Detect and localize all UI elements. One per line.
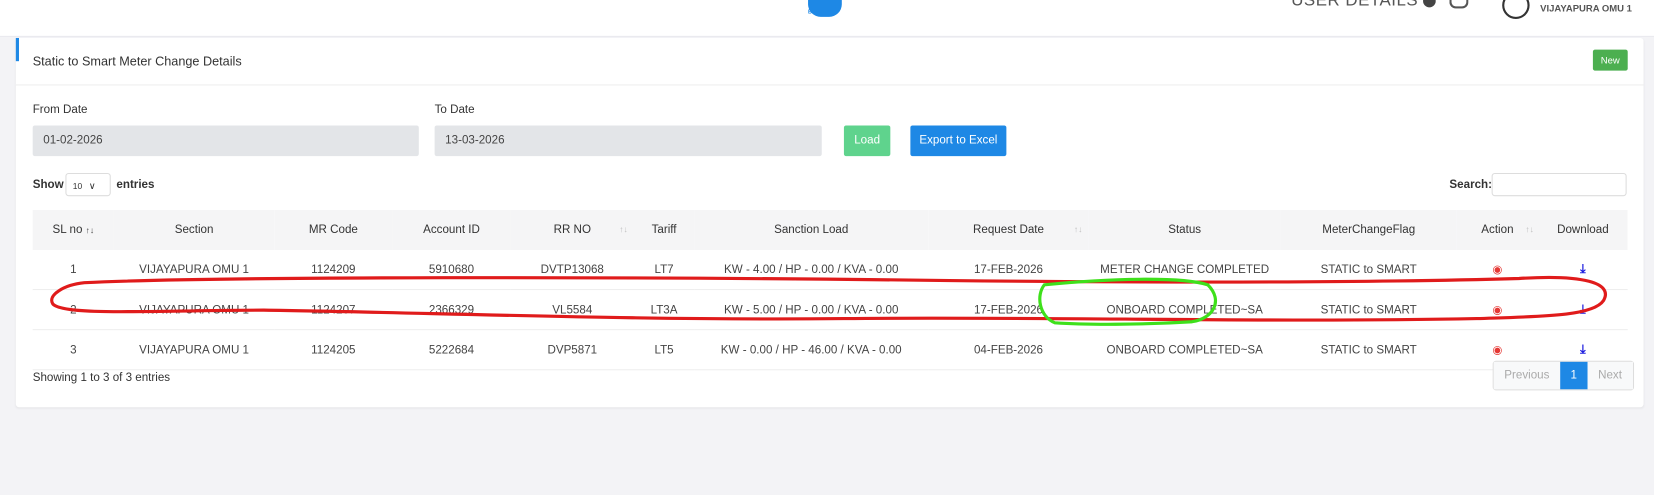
cell-tariff: LT5 [633,329,695,371]
cell-action: ◉ [1456,250,1539,291]
show-label: Show [32,178,64,191]
header-label: Action [1481,223,1514,237]
cell-account-id: 5222684 [392,329,511,371]
col-meter-change-flag[interactable]: MeterChangeFlag [1280,209,1457,251]
entries-label: entries [116,178,155,191]
cell-mr-code: 1124209 [274,250,393,291]
data-table: SL no ↑↓ Section MR Code Account ID RR N… [32,209,1628,371]
cell-section: VIJAYAPURA OMU 1 [113,250,275,291]
cell-tariff: LT7 [633,250,695,291]
sort-icon[interactable]: ↑↓ [1525,224,1534,235]
new-button[interactable]: New [1592,49,1628,71]
avatar[interactable] [1502,0,1530,19]
user-name: VIJAYAPURA OMU 1 [1540,3,1632,14]
eye-icon[interactable]: ◉ [1492,263,1503,277]
cell-account-id: 5910680 [392,250,511,291]
col-request-date[interactable]: Request Date ↑↓ [928,209,1089,251]
col-download[interactable]: Download [1538,209,1628,251]
cell-sanction-load: KW - 0.00 / HP - 46.00 / KVA - 0.00 [694,329,929,371]
cell-sl-no: 3 [32,329,114,371]
cell-status: ONBOARD COMPLETED~SA [1088,329,1281,371]
entries-select[interactable]: 10 ∨ [65,173,111,197]
download-icon[interactable]: ⤓ [1580,301,1586,317]
top-bar: BESCOM USER DETAILS VIJAYAPURA OMU 1 [0,0,1654,37]
bell-icon[interactable] [1449,0,1469,9]
header-label: RR NO [553,223,591,237]
chevron-down-icon: ∨ [88,180,96,191]
eye-icon[interactable]: ◉ [1492,343,1503,357]
table-info: Showing 1 to 3 of 3 entries [32,371,171,384]
load-button[interactable]: Load [843,125,891,157]
col-sanction-load[interactable]: Sanction Load [694,209,929,251]
header-label: SL no [52,223,83,237]
cell-meter-change-flag: STATIC to SMART [1280,329,1457,371]
cell-request-date: 04-FEB-2026 [928,329,1089,371]
cell-tariff: LT3A [633,289,695,331]
previous-button[interactable]: Previous [1493,361,1560,390]
cell-section: VIJAYAPURA OMU 1 [113,329,275,371]
cell-sl-no: 2 [32,289,114,331]
cell-meter-change-flag: STATIC to SMART [1280,289,1457,331]
cell-status: METER CHANGE COMPLETED [1088,250,1281,291]
col-section[interactable]: Section [113,209,275,251]
card-accent [15,37,19,62]
cell-meter-change-flag: STATIC to SMART [1280,250,1457,291]
page-1-button[interactable]: 1 [1559,361,1588,390]
search-label: Search: [1449,178,1493,191]
sort-icon[interactable]: ↑↓ [619,224,628,235]
meter-change-card: Static to Smart Meter Change Details New… [15,37,1644,408]
search-input[interactable] [1491,173,1627,197]
to-date-label: To Date [434,103,475,117]
cell-rr-no: DVP5871 [510,329,634,371]
bescom-logo [808,0,842,17]
col-rr-no[interactable]: RR NO ↑↓ [510,209,634,251]
col-sl-no[interactable]: SL no ↑↓ [32,209,114,251]
user-details-label: USER DETAILS [1291,0,1419,10]
cell-request-date: 17-FEB-2026 [928,289,1089,331]
table-row: 3 VIJAYAPURA OMU 1 1124205 5222684 DVP5871 LT… [32,329,1628,371]
cell-request-date: 17-FEB-2026 [928,250,1089,291]
cell-section: VIJAYAPURA OMU 1 [113,289,275,331]
col-action[interactable]: Action ↑↓ [1456,209,1539,251]
table-row: 2 VIJAYAPURA OMU 1 1124207 2366329 VL5584 LT3… [32,289,1628,331]
col-mr-code[interactable]: MR Code [274,209,393,251]
cell-sanction-load: KW - 5.00 / HP - 0.00 / KVA - 0.00 [694,289,929,331]
logo-text: BESCOM [808,9,832,16]
cell-download: ⤓ [1538,250,1628,291]
cell-mr-code: 1124207 [274,289,393,331]
col-tariff[interactable]: Tariff [633,209,695,251]
cell-rr-no: VL5584 [510,289,634,331]
export-excel-button[interactable]: Export to Excel [910,125,1007,157]
cell-account-id: 2366329 [392,289,511,331]
table-row: 1 VIJAYAPURA OMU 1 1124209 5910680 DVTP13068… [32,250,1628,291]
entries-value: 10 [72,181,83,191]
cell-action: ◉ [1456,289,1539,331]
header-label: Request Date [972,223,1044,237]
pagination: Previous 1 Next [1492,360,1634,391]
to-date-input[interactable]: 13-03-2026 [434,125,822,157]
divider [15,84,1644,86]
next-button[interactable]: Next [1587,361,1633,390]
from-date-input[interactable]: 01-02-2026 [32,125,419,157]
page-title: Static to Smart Meter Change Details [32,53,242,69]
sort-asc-icon[interactable]: ↑↓ [85,225,95,236]
cell-sanction-load: KW - 4.00 / HP - 0.00 / KVA - 0.00 [694,250,929,291]
show-entries-control: Show entries [33,178,155,191]
from-date-label: From Date [32,103,88,117]
col-account-id[interactable]: Account ID [392,209,511,251]
cell-rr-no: DVTP13068 [510,250,634,291]
cell-mr-code: 1124205 [274,329,393,371]
col-status[interactable]: Status [1088,209,1281,251]
cell-sl-no: 1 [32,250,114,291]
user-details-menu[interactable]: USER DETAILS [1291,0,1437,11]
sort-icon[interactable]: ↑↓ [1073,224,1083,235]
chevron-down-icon [1423,0,1437,8]
download-icon[interactable]: ⤓ [1580,261,1586,277]
download-icon[interactable]: ⤓ [1580,341,1586,357]
eye-icon[interactable]: ◉ [1492,303,1503,317]
cell-download: ⤓ [1538,289,1628,331]
cell-status: ONBOARD COMPLETED~SA [1088,289,1281,331]
